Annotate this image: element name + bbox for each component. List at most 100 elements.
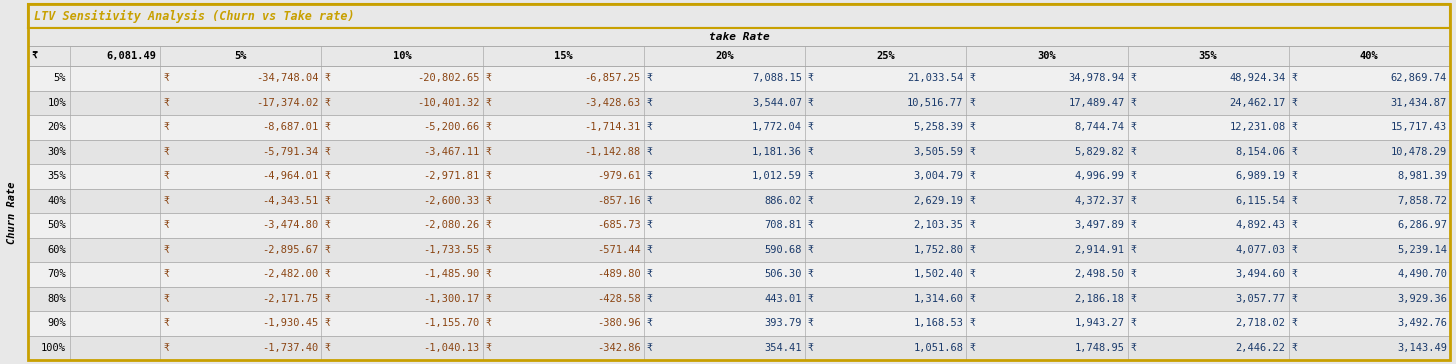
Text: ₹: ₹: [163, 98, 169, 108]
Text: -979.61: -979.61: [597, 171, 641, 181]
Text: 3,497.89: 3,497.89: [1075, 220, 1124, 230]
Text: 443.01: 443.01: [764, 294, 802, 304]
Text: 708.81: 708.81: [764, 220, 802, 230]
Text: -4,964.01: -4,964.01: [262, 171, 319, 181]
Text: -1,300.17: -1,300.17: [424, 294, 479, 304]
Text: 506.30: 506.30: [764, 269, 802, 279]
Text: 1,314.60: 1,314.60: [913, 294, 964, 304]
Text: 5,239.14: 5,239.14: [1396, 245, 1447, 255]
Text: 62,869.74: 62,869.74: [1390, 73, 1447, 83]
Text: ₹: ₹: [1291, 294, 1297, 304]
Text: -3,428.63: -3,428.63: [584, 98, 641, 108]
Text: ₹: ₹: [1291, 318, 1297, 328]
Text: ₹: ₹: [1291, 147, 1297, 157]
Text: 5,258.39: 5,258.39: [913, 122, 964, 132]
Bar: [28, 237, 1450, 262]
Text: ₹: ₹: [1130, 196, 1136, 206]
Text: 40%: 40%: [1360, 51, 1379, 61]
Text: -3,467.11: -3,467.11: [424, 147, 479, 157]
Bar: [28, 336, 1450, 360]
Text: 10%: 10%: [47, 98, 66, 108]
Text: ₹: ₹: [1291, 122, 1297, 132]
Text: ₹: ₹: [970, 269, 976, 279]
Text: -2,482.00: -2,482.00: [262, 269, 319, 279]
Bar: [28, 311, 1450, 336]
Bar: [28, 189, 1450, 213]
Text: ₹: ₹: [970, 245, 976, 255]
Text: ₹: ₹: [646, 220, 652, 230]
Text: -2,171.75: -2,171.75: [262, 294, 319, 304]
Text: 2,103.35: 2,103.35: [913, 220, 964, 230]
Text: 7,858.72: 7,858.72: [1396, 196, 1447, 206]
Text: 1,181.36: 1,181.36: [751, 147, 802, 157]
Text: ₹: ₹: [1130, 147, 1136, 157]
Text: 70%: 70%: [47, 269, 66, 279]
Text: ₹: ₹: [970, 294, 976, 304]
Text: -1,142.88: -1,142.88: [584, 147, 641, 157]
Text: ₹: ₹: [325, 73, 331, 83]
Text: ₹: ₹: [970, 171, 976, 181]
Text: Churn Rate: Churn Rate: [7, 182, 17, 244]
Text: 15,717.43: 15,717.43: [1390, 122, 1447, 132]
Text: ₹: ₹: [485, 122, 491, 132]
Text: ₹: ₹: [970, 196, 976, 206]
Text: 8,981.39: 8,981.39: [1396, 171, 1447, 181]
Text: ₹: ₹: [808, 196, 814, 206]
Text: 6,081.49: 6,081.49: [106, 51, 156, 61]
Text: 6,286.97: 6,286.97: [1396, 220, 1447, 230]
Text: ₹: ₹: [325, 318, 331, 328]
Text: -1,155.70: -1,155.70: [424, 318, 479, 328]
Bar: [28, 286, 1450, 311]
Text: 1,051.68: 1,051.68: [913, 343, 964, 353]
Text: ₹: ₹: [163, 318, 169, 328]
Text: 24,462.17: 24,462.17: [1229, 98, 1286, 108]
Text: 3,494.60: 3,494.60: [1236, 269, 1286, 279]
Bar: [28, 262, 1450, 286]
Text: 20%: 20%: [47, 122, 66, 132]
Text: ₹: ₹: [1130, 269, 1136, 279]
Text: ₹: ₹: [163, 294, 169, 304]
Text: ₹: ₹: [1291, 98, 1297, 108]
Text: ₹: ₹: [325, 269, 331, 279]
Text: ₹: ₹: [163, 171, 169, 181]
Text: ₹: ₹: [970, 343, 976, 353]
Text: 5%: 5%: [234, 51, 248, 61]
Text: ₹: ₹: [1291, 73, 1297, 83]
Text: ₹: ₹: [1130, 318, 1136, 328]
Text: 590.68: 590.68: [764, 245, 802, 255]
Text: 886.02: 886.02: [764, 196, 802, 206]
Text: ₹: ₹: [808, 122, 814, 132]
Text: ₹: ₹: [485, 147, 491, 157]
Text: ₹: ₹: [970, 318, 976, 328]
Text: ₹: ₹: [163, 245, 169, 255]
Text: 3,505.59: 3,505.59: [913, 147, 964, 157]
Text: 8,154.06: 8,154.06: [1236, 147, 1286, 157]
Text: 1,943.27: 1,943.27: [1075, 318, 1124, 328]
Bar: [28, 28, 1450, 46]
Text: 1,502.40: 1,502.40: [913, 269, 964, 279]
Text: 1,752.80: 1,752.80: [913, 245, 964, 255]
Text: ₹: ₹: [1130, 343, 1136, 353]
Text: ₹: ₹: [163, 147, 169, 157]
Text: ₹: ₹: [970, 147, 976, 157]
Text: 3,057.77: 3,057.77: [1236, 294, 1286, 304]
Text: -428.58: -428.58: [597, 294, 641, 304]
Text: 2,914.91: 2,914.91: [1075, 245, 1124, 255]
Text: ₹: ₹: [808, 171, 814, 181]
Text: ₹: ₹: [808, 98, 814, 108]
Text: ₹: ₹: [485, 171, 491, 181]
Text: take Rate: take Rate: [709, 32, 769, 42]
Text: ₹: ₹: [808, 318, 814, 328]
Text: -2,080.26: -2,080.26: [424, 220, 479, 230]
Text: 25%: 25%: [877, 51, 895, 61]
Text: -2,600.33: -2,600.33: [424, 196, 479, 206]
Text: -5,791.34: -5,791.34: [262, 147, 319, 157]
Text: ₹: ₹: [1291, 196, 1297, 206]
Text: 10,478.29: 10,478.29: [1390, 147, 1447, 157]
Text: ₹: ₹: [485, 294, 491, 304]
Text: -2,971.81: -2,971.81: [424, 171, 479, 181]
Text: 7,088.15: 7,088.15: [751, 73, 802, 83]
Text: 100%: 100%: [41, 343, 66, 353]
Text: ₹: ₹: [970, 122, 976, 132]
Text: 6,989.19: 6,989.19: [1236, 171, 1286, 181]
